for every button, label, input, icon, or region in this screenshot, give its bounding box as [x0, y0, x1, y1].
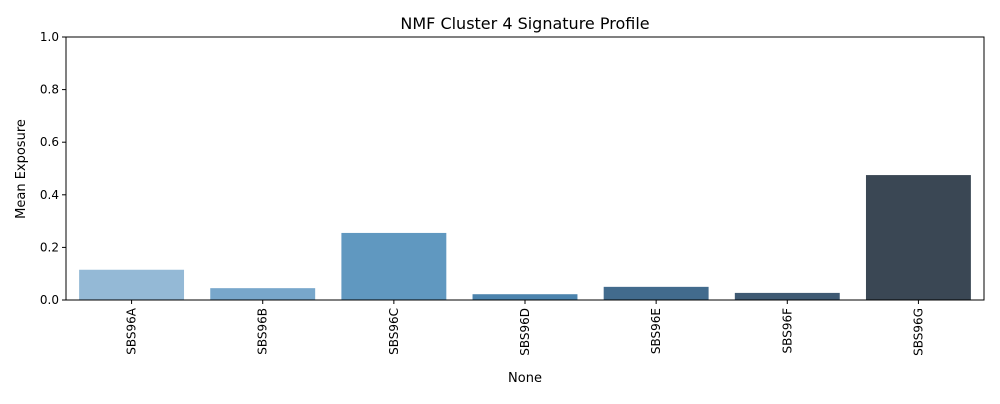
y-axis-label: Mean Exposure [14, 119, 29, 219]
bar-sbs96d [472, 294, 578, 300]
plot-frame [65, 36, 985, 301]
bar-sbs96b [210, 288, 316, 300]
bar-sbs96f [734, 292, 840, 300]
bar-sbs96g [865, 175, 971, 300]
bar-sbs96c [341, 232, 447, 300]
x-ticks-group: SBS96A SBS96B SBS96C SBS96D SBS96E SBS96F SBS9… [125, 300, 925, 356]
x-axis-label: None [508, 371, 542, 386]
x-tick-label: SBS96E [649, 308, 663, 354]
y-ticks-group: 0.0 0.2 0.4 0.6 0.8 1.0 [40, 30, 66, 307]
x-tick-label: SBS96C [387, 308, 401, 355]
y-tick-label: 0.2 [40, 240, 59, 254]
x-tick-label: SBS96F [780, 308, 794, 354]
x-tick-label: SBS96B [256, 308, 270, 355]
y-tick-label: 1.0 [40, 30, 59, 44]
bar-sbs96a [79, 269, 185, 300]
y-tick-label: 0.4 [40, 188, 59, 202]
x-tick-label: SBS96A [125, 307, 139, 355]
x-tick-label: SBS96G [911, 308, 925, 356]
bars-group [79, 175, 971, 300]
chart-title: NMF Cluster 4 Signature Profile [400, 14, 649, 33]
x-tick-label: SBS96D [518, 308, 532, 356]
y-tick-label: 0.8 [40, 83, 59, 97]
y-tick-label: 0.6 [40, 135, 59, 149]
bar-sbs96e [603, 286, 709, 300]
y-tick-label: 0.0 [40, 293, 59, 307]
